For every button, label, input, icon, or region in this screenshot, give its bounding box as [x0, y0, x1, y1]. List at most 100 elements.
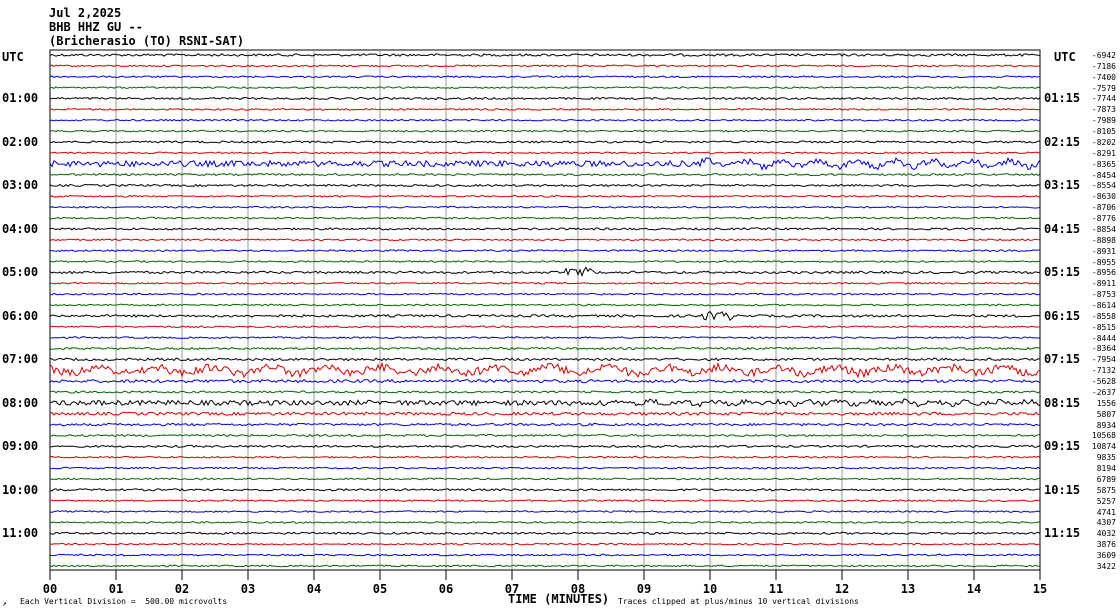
trace-19 — [49, 260, 1041, 263]
right-offset-value: -7954 — [1091, 355, 1116, 365]
right-hour-label: 01:15 — [1044, 91, 1081, 106]
right-offset-value: 8194 — [1096, 464, 1116, 474]
right-offset-value: 10568 — [1091, 431, 1116, 441]
trace-23 — [49, 303, 1041, 307]
trace-42 — [49, 510, 1041, 513]
trace-0 — [49, 53, 1041, 57]
trace-22 — [49, 292, 1041, 296]
right-offset-value: 4741 — [1096, 507, 1116, 517]
x-tick-label-14: 14 — [966, 582, 982, 596]
right-hour-label: 08:15 — [1044, 395, 1081, 410]
trace-3 — [49, 86, 1041, 89]
right-offset-value: 3609 — [1096, 551, 1116, 561]
trace-31 — [49, 390, 1041, 394]
x-tick-label-13: 13 — [900, 582, 916, 596]
right-offset-value: -8854 — [1091, 224, 1116, 234]
trace-8 — [49, 140, 1040, 144]
x-tick-label-07: 07 — [504, 582, 520, 596]
trace-1 — [49, 64, 1040, 68]
trace-4 — [49, 96, 1041, 101]
right-hour-label: 10:15 — [1044, 482, 1081, 497]
trace-6 — [49, 118, 1041, 122]
grid-lines — [115, 50, 975, 570]
x-tick-label-12: 12 — [834, 582, 850, 596]
left-hour-label: 05:00 — [2, 265, 39, 280]
left-axis-title: UTC — [2, 50, 24, 64]
trace-18 — [49, 249, 1040, 253]
right-hour-label: 04:15 — [1044, 221, 1081, 236]
scale-note: Each Vertical Division = 500.00 microvol… — [20, 597, 228, 606]
right-hour-label: 05:15 — [1044, 265, 1081, 280]
right-offset-value: -8454 — [1091, 170, 1116, 180]
right-offset-value: -7744 — [1091, 94, 1116, 104]
right-offset-value: 5807 — [1096, 409, 1116, 419]
trace-13 — [49, 194, 1041, 198]
trace-2 — [49, 75, 1041, 79]
trace-5 — [49, 108, 1041, 111]
trace-35 — [49, 433, 1041, 438]
trace-29 — [49, 361, 1041, 379]
trace-group — [49, 53, 1041, 568]
trace-43 — [49, 520, 1041, 524]
trace-20 — [49, 266, 1041, 278]
x-tick-label-11: 11 — [768, 582, 784, 596]
right-offset-value: -8776 — [1091, 214, 1116, 224]
right-offset-value: -8202 — [1091, 137, 1116, 147]
trace-15 — [49, 216, 1041, 220]
right-offset-value: -8364 — [1091, 344, 1116, 354]
right-hour-label: 02:15 — [1044, 134, 1081, 149]
right-offset-value: 1556 — [1096, 398, 1116, 408]
right-hour-label: 11:15 — [1044, 526, 1081, 541]
left-hour-label: 04:00 — [2, 221, 39, 236]
x-tick-label-01: 01 — [108, 582, 124, 596]
right-offset-value: -7132 — [1091, 366, 1116, 376]
right-offset-value: -8614 — [1091, 301, 1116, 310]
left-hour-label: 10:00 — [2, 482, 39, 497]
right-offset-value: -8444 — [1091, 333, 1116, 343]
right-offset-value: -7186 — [1091, 61, 1116, 71]
trace-36 — [49, 444, 1041, 448]
right-offset-value: -8956 — [1091, 268, 1116, 278]
trace-24 — [49, 310, 1041, 322]
right-offset-value: -7989 — [1091, 116, 1116, 126]
left-hour-label: 09:00 — [2, 439, 39, 454]
right-offset-value: 8934 — [1096, 420, 1116, 430]
right-offset-value: 4307 — [1096, 518, 1116, 528]
trace-37 — [49, 455, 1041, 459]
trace-32 — [50, 398, 1041, 408]
left-hour-label: 06:00 — [2, 308, 39, 323]
right-offset-value: -5628 — [1091, 377, 1116, 387]
right-offset-value: -8558 — [1091, 311, 1116, 321]
trace-30 — [49, 378, 1041, 384]
corner-mark: ↗ — [2, 599, 7, 608]
trace-17 — [49, 238, 1041, 242]
right-offset-value: -7400 — [1091, 72, 1116, 82]
right-offset-value: 3422 — [1096, 561, 1116, 571]
right-offset-value: 5875 — [1096, 485, 1116, 495]
right-offset-value: 6789 — [1096, 474, 1116, 484]
right-offset-value: 3876 — [1096, 540, 1116, 550]
right-hour-label: 07:15 — [1044, 352, 1081, 367]
trace-7 — [50, 129, 1041, 133]
clip-note: Traces clipped at plus/minus 10 vertical… — [618, 597, 859, 606]
header-location: (Bricherasio (TO) RSNI-SAT) — [49, 34, 245, 48]
trace-38 — [49, 466, 1041, 470]
right-axis-title: UTC — [1054, 50, 1076, 64]
x-tick-label-10: 10 — [702, 582, 718, 596]
x-tick-label-09: 09 — [636, 582, 652, 596]
right-offset-value: -8753 — [1091, 290, 1116, 300]
right-hour-label: 06:15 — [1044, 308, 1081, 323]
trace-41 — [49, 499, 1041, 503]
right-hour-label: 09:15 — [1044, 439, 1081, 454]
right-offset-value: -8291 — [1091, 148, 1116, 158]
left-hour-label: 02:00 — [2, 134, 39, 149]
x-tick-label-08: 08 — [570, 582, 586, 596]
trace-16 — [49, 227, 1041, 231]
right-hour-label: 03:15 — [1044, 178, 1081, 193]
right-offset-value: -8955 — [1091, 257, 1116, 267]
x-ticks — [49, 570, 1041, 580]
x-tick-label-04: 04 — [306, 582, 322, 596]
right-offset-value: -8898 — [1091, 235, 1116, 245]
trace-21 — [49, 281, 1041, 285]
